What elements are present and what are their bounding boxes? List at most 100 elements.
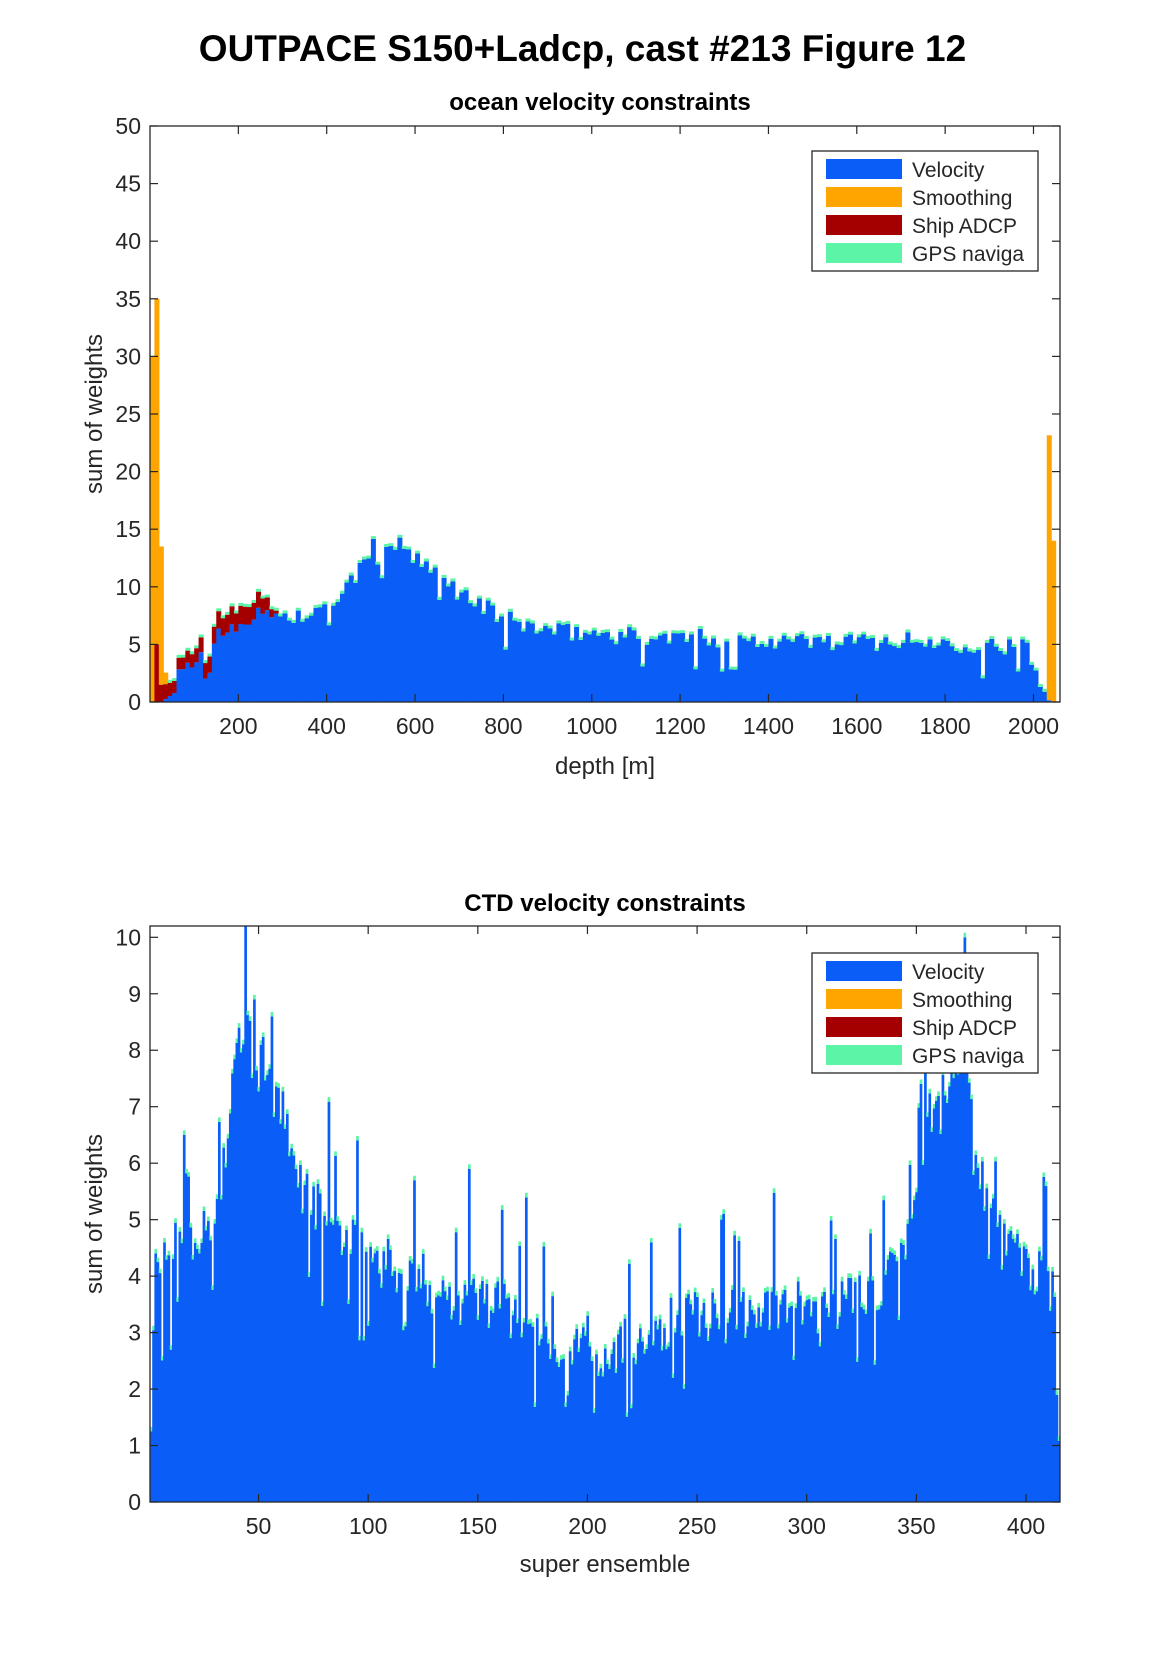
ytick-label: 45 <box>115 171 141 197</box>
bar-velocity <box>419 1288 423 1502</box>
bar-gps <box>467 1164 471 1169</box>
bar-velocity <box>963 937 967 1502</box>
bar-gps <box>521 628 527 632</box>
bar-gps <box>689 1299 693 1305</box>
bar-velocity <box>851 1312 855 1502</box>
bar-gps <box>211 623 217 627</box>
bar-velocity <box>233 1059 237 1502</box>
bar-gps <box>647 1330 651 1335</box>
panel2-legend-swatch-smoothing <box>826 989 902 1009</box>
bar-velocity <box>772 1192 776 1502</box>
bar-gps <box>476 595 482 599</box>
bar-ship-adcp <box>198 637 204 653</box>
bar-gps <box>213 1219 217 1224</box>
bar-velocity <box>318 1193 322 1502</box>
bar-velocity <box>329 1222 333 1502</box>
bar-gps <box>724 638 730 642</box>
bar-gps <box>160 1355 164 1361</box>
bar-gps <box>825 632 831 636</box>
bar-gps <box>935 1096 938 1101</box>
bar-velocity <box>278 616 284 702</box>
bar-gps <box>693 1287 697 1293</box>
bar-gps <box>538 628 544 632</box>
bar-velocity <box>353 583 359 702</box>
bar-velocity <box>430 1313 434 1502</box>
bar-gps <box>538 1340 541 1346</box>
bar-gps <box>914 639 920 643</box>
bar-velocity <box>998 650 1004 702</box>
bar-gps <box>154 1248 158 1254</box>
bar-gps <box>930 1127 934 1132</box>
bar-velocity <box>924 1050 927 1502</box>
bar-gps <box>737 1236 741 1241</box>
bar-velocity <box>1057 1440 1061 1502</box>
bar-velocity <box>1029 664 1035 702</box>
bar-velocity <box>317 607 323 702</box>
bar-velocity <box>237 1027 241 1502</box>
bar-velocity <box>619 1326 622 1502</box>
bar-velocity <box>391 1275 394 1502</box>
bar-gps <box>169 1345 173 1350</box>
bar-velocity <box>180 1243 184 1502</box>
bar-gps <box>640 663 646 667</box>
bar-gps <box>474 1288 478 1293</box>
bar-ship-adcp <box>273 610 279 614</box>
bar-gps <box>820 1291 824 1297</box>
bar-velocity <box>406 1290 410 1502</box>
bar-gps <box>336 1216 340 1221</box>
bar-gps <box>516 618 522 622</box>
bar-gps <box>266 1070 269 1075</box>
bar-gps <box>325 1220 329 1226</box>
bar-velocity <box>250 1077 254 1502</box>
bar-gps <box>937 1091 940 1096</box>
bar-velocity <box>590 1360 594 1502</box>
bar-gps <box>913 1195 916 1201</box>
bar-gps <box>1040 1255 1043 1261</box>
bar-gps <box>1006 636 1013 640</box>
bar-velocity <box>887 644 893 702</box>
bar-velocity <box>874 650 880 702</box>
panel2-legend: Velocity Smoothing Ship ADCP GPS naviga <box>811 952 1039 1074</box>
bar-velocity <box>750 636 756 702</box>
panel1-legend-label-gps: GPS naviga <box>912 243 1024 266</box>
bar-gps <box>892 643 898 647</box>
bar-velocity <box>680 1335 684 1502</box>
ytick-label: 6 <box>128 1150 141 1176</box>
bar-gps <box>976 647 982 650</box>
bar-velocity <box>406 549 412 702</box>
bar-velocity <box>571 1364 574 1502</box>
bar-velocity <box>347 1303 351 1502</box>
bar-gps <box>763 1288 767 1293</box>
bar-gps <box>198 1248 201 1254</box>
bar-velocity <box>1033 670 1039 702</box>
bar-velocity <box>413 1180 416 1502</box>
bar-velocity <box>715 1318 719 1502</box>
bar-velocity <box>972 1174 975 1502</box>
bar-gps <box>839 642 845 646</box>
bar-velocity <box>540 1338 544 1502</box>
xtick-label: 1400 <box>743 713 794 739</box>
bar-velocity <box>954 1069 958 1502</box>
bar-velocity <box>578 639 584 702</box>
bar-velocity <box>858 1275 861 1502</box>
bar-gps <box>290 1143 294 1149</box>
bar-gps <box>958 649 964 653</box>
bar-ship-adcp <box>211 626 217 644</box>
bar-velocity <box>163 699 169 702</box>
bar-gps <box>1007 1229 1011 1234</box>
bar-gps <box>711 635 717 639</box>
bar-velocity <box>316 1183 320 1502</box>
bar-gps <box>235 1038 239 1043</box>
bar-velocity <box>983 1210 986 1502</box>
bar-velocity <box>253 999 256 1502</box>
bar-velocity <box>985 1188 989 1502</box>
bar-velocity <box>843 636 849 702</box>
bar-gps <box>408 1256 412 1261</box>
bar-gps <box>676 1310 679 1315</box>
bar-gps <box>794 1303 798 1308</box>
bar-velocity <box>737 1240 741 1502</box>
bar-gps <box>649 635 655 639</box>
bar-gps <box>724 1338 728 1344</box>
bar-gps <box>215 1194 219 1199</box>
bar-gps <box>435 1292 438 1298</box>
